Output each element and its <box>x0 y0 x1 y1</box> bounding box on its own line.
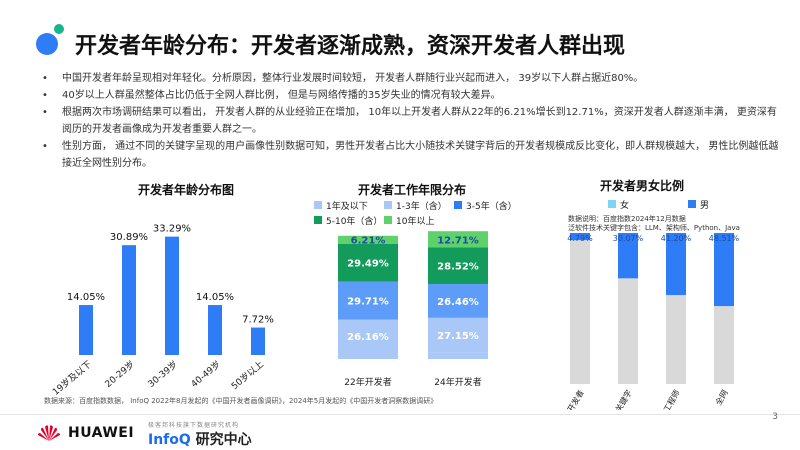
tenure-legend-label: 3-5年（含） <box>466 200 517 212</box>
age-category-label: 19岁及以下 <box>50 358 94 395</box>
age-bar-value-label: 7.72% <box>242 315 274 326</box>
huawei-flower-icon <box>38 425 60 441</box>
gender-category-label: 软件工程师 <box>653 388 682 410</box>
tenure-bar-segment <box>338 243 398 282</box>
gender-bar-male-segment <box>714 306 734 384</box>
tenure-bar-segment <box>428 247 488 284</box>
infoq-tagline: 极客邦科技旗下数据研究机构 <box>148 422 240 429</box>
title-dot-green <box>54 24 64 34</box>
gender-legend-swatch-female <box>608 200 616 208</box>
huawei-wordmark: HUAWEI <box>68 425 135 441</box>
age-chart-title: 开发者年龄分布图 <box>138 183 235 197</box>
tenure-segment-value-label: 26.46% <box>437 297 479 308</box>
tenure-bar-segment <box>428 231 488 248</box>
huawei-logo: HUAWEI <box>36 422 134 444</box>
gender-bar-male-segment <box>570 240 590 384</box>
footer-divider <box>0 414 800 415</box>
gender-chart-title: 开发者男女比例 <box>600 179 685 193</box>
age-bar-value-label: 14.05% <box>196 292 234 303</box>
age-distribution-chart: 14.05% 19岁及以下 30.89% 20-29岁 33.29% 30-39岁 14.0… <box>50 224 274 395</box>
age-category-label: 20-29岁 <box>102 358 137 390</box>
tenure-category-label: 22年开发者 <box>344 376 391 388</box>
gender-female-value-label: 48.51% <box>709 234 740 243</box>
age-category-label: 30-39岁 <box>145 358 180 390</box>
tenure-legend-swatch <box>314 201 322 209</box>
bullet-list: 中国开发者年龄呈现相对年轻化。分析原因，整体行业发展时间较短， 开发者人群随行业… <box>40 70 780 172</box>
page-title: 开发者年龄分布：开发者逐渐成熟，资深开发者人群出现 <box>75 34 626 59</box>
age-bar <box>79 305 93 355</box>
infoq-suffix: 研究中心 <box>195 432 252 448</box>
tenure-bar-segment <box>338 319 398 353</box>
tenure-legend-swatch <box>384 216 392 224</box>
bullet-item: 根据两次市场调研结果可以看出， 开发者人群的从业经验正在增加， 10年以上开发者… <box>40 104 780 138</box>
tenure-segment-value-label: 29.49% <box>347 259 389 270</box>
tenure-category-label: 24年开发者 <box>434 376 481 388</box>
tenure-segment-value-label: 12.71% <box>437 235 479 246</box>
gender-category-label: 泛软件技术关键字 <box>593 388 634 410</box>
gender-ratio-chart: 女 男数据说明：百度指数2024年12月数据泛软件技术关键字包含：LLM、架构师、… <box>557 199 740 410</box>
gender-bar-female-segment <box>570 233 590 241</box>
page-number: 3 <box>772 412 778 422</box>
tenure-legend-label: 10年以上 <box>396 215 434 227</box>
gender-bar-female-segment <box>666 233 686 296</box>
age-bar-value-label: 30.89% <box>110 232 148 243</box>
gender-female-value-label: 30.07% <box>613 234 644 243</box>
infoq-name: InfoQ <box>148 432 191 448</box>
bullet-item: 性别方面， 通过不同的关键字呈现的用户画像性别数据可知，男性开发者占比大小随技术… <box>40 138 780 172</box>
data-source-note: 数据来源：百度指数数据， InfoQ 2022年8月发起的《中国开发者画像调研》… <box>44 397 438 405</box>
tenure-bar-segment <box>428 352 488 359</box>
gender-legend-label-female: 女 <box>620 199 629 211</box>
tenure-bar-segment <box>428 283 488 318</box>
tenure-bar-segment <box>338 235 398 244</box>
infoq-wordmark: InfoQ 研究中心 <box>148 429 252 449</box>
bullet-item: 40岁以上人群虽然整体占比仍低于全网人群比例， 但是与网络传播的35岁失业的情况… <box>40 87 780 104</box>
tenure-legend-label: 1年及以下 <box>326 200 368 212</box>
tenure-legend-swatch <box>384 201 392 209</box>
gender-bar-female-segment <box>618 233 638 279</box>
age-bar <box>208 305 222 355</box>
tenure-bar-segment <box>428 317 488 353</box>
age-bar <box>251 327 265 355</box>
age-bar <box>122 245 136 355</box>
tenure-legend-swatch <box>454 201 462 209</box>
gender-legend-swatch-male <box>688 200 696 208</box>
age-bar-value-label: 14.05% <box>67 292 105 303</box>
tenure-segment-value-label: 27.15% <box>437 331 479 342</box>
tenure-segment-value-label: 28.52% <box>437 262 479 273</box>
tenure-chart-title: 开发者工作年限分布 <box>358 183 467 197</box>
title-dot-blue <box>36 33 58 55</box>
age-category-label: 50岁以上 <box>229 358 266 392</box>
infoq-logo: 极客邦科技旗下数据研究机构 InfoQ 研究中心 <box>148 420 252 449</box>
gender-female-value-label: 41.20% <box>661 234 692 243</box>
gender-bar-male-segment <box>666 295 686 384</box>
tenure-segment-value-label: 26.16% <box>347 332 389 343</box>
tenure-legend-label: 1-3年（含） <box>396 200 447 212</box>
gender-category-label: 鸿蒙开发者 <box>557 388 586 410</box>
gender-category-label: 全网 <box>713 388 730 407</box>
gender-keyword-note: 泛软件技术关键字包含：LLM、架构师、Python、Java <box>568 223 740 232</box>
tenure-distribution-chart: 1年及以下 1-3年（含） 3-5年（含） 5-10年（含） 10年以上 26.16% 29… <box>314 200 517 388</box>
tenure-bar-segment <box>338 281 398 320</box>
age-bar <box>165 236 179 355</box>
gender-bar-male-segment <box>618 278 638 384</box>
gender-bar-female-segment <box>714 233 734 307</box>
tenure-legend-label: 5-10年（含） <box>326 215 382 227</box>
age-bar-value-label: 33.29% <box>153 224 191 235</box>
gender-legend-label-male: 男 <box>700 200 709 211</box>
age-category-label: 40-49岁 <box>188 358 223 390</box>
tenure-segment-value-label: 6.21% <box>351 236 386 247</box>
tenure-legend-swatch <box>314 216 322 224</box>
tenure-segment-value-label: 29.71% <box>347 296 389 307</box>
gender-female-value-label: 4.79% <box>567 234 593 243</box>
gender-data-note: 数据说明：百度指数2024年12月数据 <box>568 214 686 223</box>
tenure-bar-segment <box>338 352 398 359</box>
bullet-item: 中国开发者年龄呈现相对年轻化。分析原因，整体行业发展时间较短， 开发者人群随行业… <box>40 70 780 87</box>
